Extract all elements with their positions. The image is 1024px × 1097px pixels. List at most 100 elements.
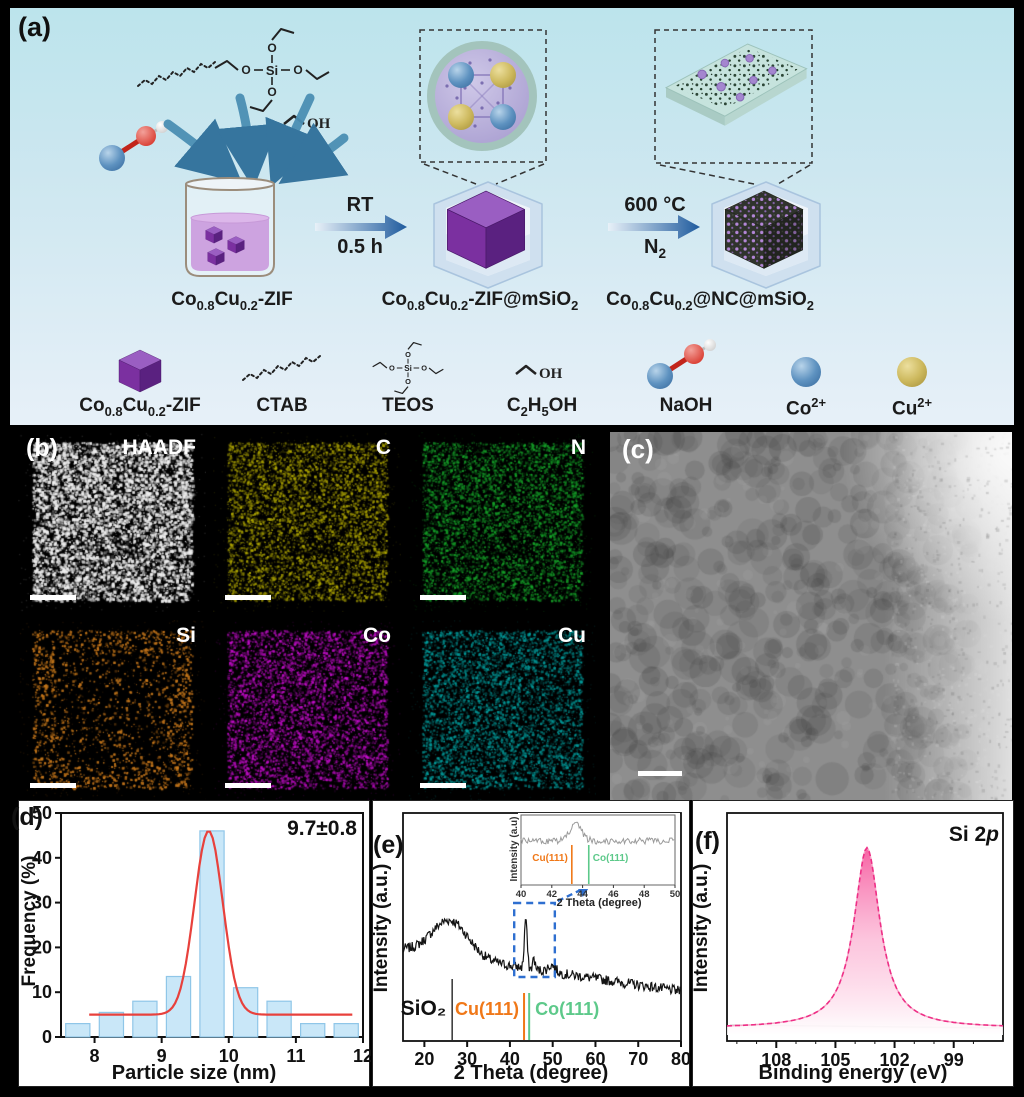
svg-text:20: 20: [414, 1049, 434, 1069]
svg-text:50: 50: [543, 1049, 563, 1069]
hist-bar: [333, 1023, 359, 1038]
svg-text:40: 40: [32, 848, 52, 868]
legend-label-ctab: CTAB: [256, 395, 308, 416]
eds-map-cobalt: Co: [213, 620, 401, 800]
svg-text:105: 105: [820, 1050, 850, 1070]
svg-text:99: 99: [944, 1050, 964, 1070]
panel-tem: (c): [610, 432, 1012, 800]
svg-text:80: 80: [671, 1049, 691, 1069]
copper-ion-icon: [490, 62, 516, 88]
svg-text:20: 20: [32, 937, 52, 957]
xrd-inset: [520, 814, 676, 886]
reaction-arrow-1: [315, 215, 407, 239]
eds-map-label: Si: [176, 624, 196, 647]
svg-text:50: 50: [32, 803, 52, 823]
y-axis-label: Intensity (a.u.): [691, 863, 712, 993]
svg-text:108: 108: [761, 1050, 791, 1070]
hist-bar: [266, 1000, 292, 1038]
stage1-label: Co0.8Cu0.2-ZIF: [171, 289, 293, 313]
scale-bar: [420, 783, 466, 788]
xrd-ref-label: SiO₂: [401, 997, 447, 1020]
svg-text:12: 12: [353, 1046, 371, 1066]
eds-map-carbon: C: [213, 432, 401, 612]
svg-text:44: 44: [577, 889, 588, 900]
inset-x-axis-label: 2 Theta (degree): [556, 897, 642, 909]
hist-bar: [300, 1023, 326, 1038]
inset-ref-label: Cu(111): [532, 853, 568, 864]
xrd-plot: 20 30 40 50 60 70 80 SiO₂ Cu(111) Co(111) 40 42 44 46…: [401, 812, 691, 1069]
mixing-arrows: [163, 93, 349, 189]
stage3-label: Co0.8Cu0.2@NC@mSiO2: [606, 289, 814, 313]
legend-label-naoh: NaOH: [659, 395, 713, 416]
svg-text:102: 102: [880, 1050, 910, 1070]
eds-map-haadf: (b) HAADF: [18, 432, 206, 612]
svg-text:42: 42: [547, 889, 558, 900]
arrow2-condition-top: 600 °C: [624, 194, 686, 216]
hist-bar: [165, 975, 192, 1038]
inset-ref-label: Co(111): [593, 853, 629, 864]
hist-bar: [132, 1000, 158, 1038]
svg-text:40: 40: [516, 889, 527, 900]
hist-bar: [199, 830, 225, 1038]
mean-size-annotation: 9.7±0.8: [287, 817, 357, 840]
scale-bar: [30, 783, 76, 788]
panel-xps: 108 105 102 99 (f) Si 2p Binding energy (eV…: [691, 800, 1014, 1087]
eds-map-silicon: Si: [18, 620, 206, 800]
cobalt-ion-icon: [791, 357, 821, 387]
zif-at-silica-icon: [433, 181, 543, 289]
svg-text:48: 48: [639, 889, 650, 900]
gaussian-fit-curve: [89, 830, 353, 1016]
scheme-graphics: Si O O O O OH: [10, 28, 927, 395]
scale-bar: [225, 783, 271, 788]
inset-trace: [520, 821, 675, 846]
svg-text:11: 11: [286, 1046, 305, 1066]
svg-text:40: 40: [500, 1049, 520, 1069]
hist-bar: [65, 1023, 91, 1038]
svg-text:10: 10: [32, 982, 52, 1002]
scale-bar: [420, 595, 466, 600]
xrd-ref-label: Co(111): [535, 999, 599, 1019]
svg-text:9: 9: [157, 1046, 167, 1066]
xps-peak-fill: [727, 847, 1003, 1035]
svg-text:50: 50: [670, 889, 681, 900]
cobalt-ion-icon: [448, 62, 474, 88]
legend-label-cobalt-ion: Co2+: [785, 395, 827, 420]
panel-d-label: (d): [11, 803, 43, 831]
svg-text:0: 0: [42, 1027, 52, 1047]
svg-text:60: 60: [585, 1049, 605, 1069]
cobalt-ion-icon: [490, 104, 516, 130]
arrow1-condition-top: RT: [346, 194, 374, 216]
beaker-icon: [185, 177, 275, 277]
eds-map-label: N: [570, 436, 586, 459]
legend-label-teos: TEOS: [382, 395, 434, 416]
histogram-plot: 8 9 10 11 12 0 10 20 30 40 50: [32, 803, 371, 1066]
panel-xrd: 20 30 40 50 60 70 80 SiO₂ Cu(111) Co(111) 40 42 44 46…: [371, 800, 691, 1087]
svg-text:10: 10: [219, 1046, 239, 1066]
inset-y-axis-label: Intensity (a.u): [509, 816, 520, 882]
eds-map-label: C: [375, 436, 391, 459]
eds-map-nitrogen: N: [408, 432, 596, 612]
panel-histogram: 8 9 10 11 12 0 10 20 30 40 50 (d) 9.7±0.8 Particle…: [11, 800, 371, 1087]
reaction-arrow-2: [608, 215, 700, 239]
xps-plot: 108 105 102 99: [726, 812, 1004, 1070]
arrow1-condition-bottom: 0.5 h: [337, 236, 383, 258]
xrd-ref-label: Cu(111): [455, 999, 519, 1019]
hist-bar: [98, 1011, 125, 1038]
svg-text:30: 30: [457, 1049, 477, 1069]
copper-ion-icon: [897, 357, 927, 387]
legend-label-copper-ion: Cu2+: [891, 395, 933, 420]
panel-scheme: (a): [10, 8, 1014, 425]
legend-label-zif-cube: Co0.8Cu0.2-ZIF: [79, 395, 201, 419]
scale-bar: [30, 595, 76, 600]
legend-label-ethanol: C2H5OH: [506, 395, 578, 419]
x-axis-label: 2 Theta (degree): [453, 1062, 609, 1084]
svg-text:30: 30: [32, 893, 52, 913]
y-axis-label: Frequency (%): [19, 855, 40, 987]
stage2-label: Co0.8Cu0.2-ZIF@mSiO2: [381, 289, 579, 313]
eds-map-copper: Cu: [408, 620, 596, 800]
panel-b-label: (b): [26, 434, 58, 462]
x-axis-label: Particle size (nm): [111, 1062, 277, 1084]
panel-f-label: (f): [695, 827, 720, 855]
x-axis-label: Binding energy (eV): [758, 1062, 948, 1084]
nc-at-silica-icon: [711, 181, 821, 289]
